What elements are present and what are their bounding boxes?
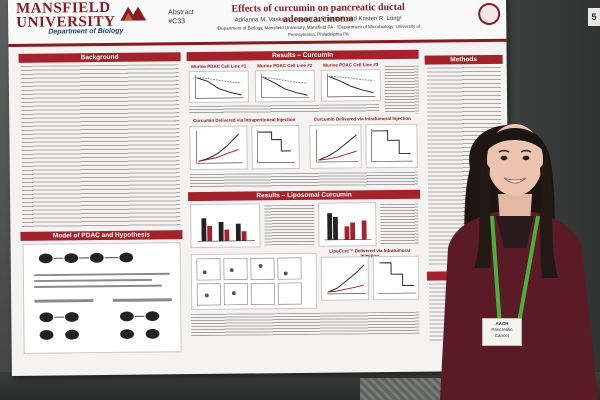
section-background: Background	[18, 52, 181, 63]
department-name: Department of Biology	[48, 27, 124, 36]
chart-lipocurc-growth	[320, 256, 370, 301]
chart-curcumin-it-survival	[365, 123, 418, 169]
caption-curcumin	[189, 171, 418, 189]
poster-authors: Adrianna M. Vaskas¹, Joseph A. Fraietta²…	[216, 15, 421, 38]
university-logo-text: MANSFIELD UNIVERSITY	[16, 0, 116, 31]
chart-curcumin-it-growth	[309, 124, 362, 169]
caption-liposomal	[191, 311, 420, 337]
chart-murine-2	[254, 69, 316, 103]
chart-lipocurc-survival	[372, 255, 420, 301]
section-results-curcumin: Results – Curcumin	[186, 49, 419, 62]
abstract-number: Abstract #C33	[168, 9, 194, 26]
model-diagram	[22, 242, 182, 354]
wall-number-tag: 5	[588, 8, 600, 26]
university-seal-icon	[478, 2, 501, 26]
section-model: Model of PDAC and Hypothesis	[20, 230, 183, 241]
university-logo-icon	[120, 6, 147, 21]
fig-title-curcumin-it: Curcumin Delivered via Intratumoral Inje…	[313, 115, 411, 122]
caption-fig-4	[264, 204, 315, 246]
presenter-person	[430, 98, 600, 400]
name-badge: AACR Pancreatic Cancer	[482, 318, 522, 346]
fig-title-murine-2: Murine PDAC Cell Line #2	[257, 62, 313, 69]
caption-fig-1	[384, 65, 420, 115]
caption-murine	[189, 104, 380, 115]
fig-title-murine-1: Murine PDAC Cell Line #1	[191, 63, 247, 70]
chart-curcumin-ip-growth	[189, 125, 248, 171]
chart-murine-3	[320, 69, 382, 102]
flow-cytometry-panels	[190, 252, 318, 311]
fig-title-curcumin-ip: Curcumin Delivered via Intraperitoneal I…	[193, 116, 296, 124]
background-text	[20, 64, 181, 228]
chart-liposomal-bars-1	[190, 203, 261, 249]
chart-murine-1	[188, 70, 250, 104]
poster-header: MANSFIELD UNIVERSITY Department of Biolo…	[8, 0, 507, 44]
chart-liposomal-bars-2	[318, 202, 377, 247]
section-results-liposomal: Results – Liposomal Curcumin	[188, 189, 421, 202]
chart-curcumin-ip-survival	[251, 124, 300, 170]
section-methods: Methods	[424, 54, 503, 65]
caption-fig-5	[380, 203, 419, 245]
research-poster: MANSFIELD UNIVERSITY Department of Biolo…	[8, 0, 510, 376]
fig-title-murine-3: Murine PDAC Cell Line #3	[323, 62, 379, 68]
